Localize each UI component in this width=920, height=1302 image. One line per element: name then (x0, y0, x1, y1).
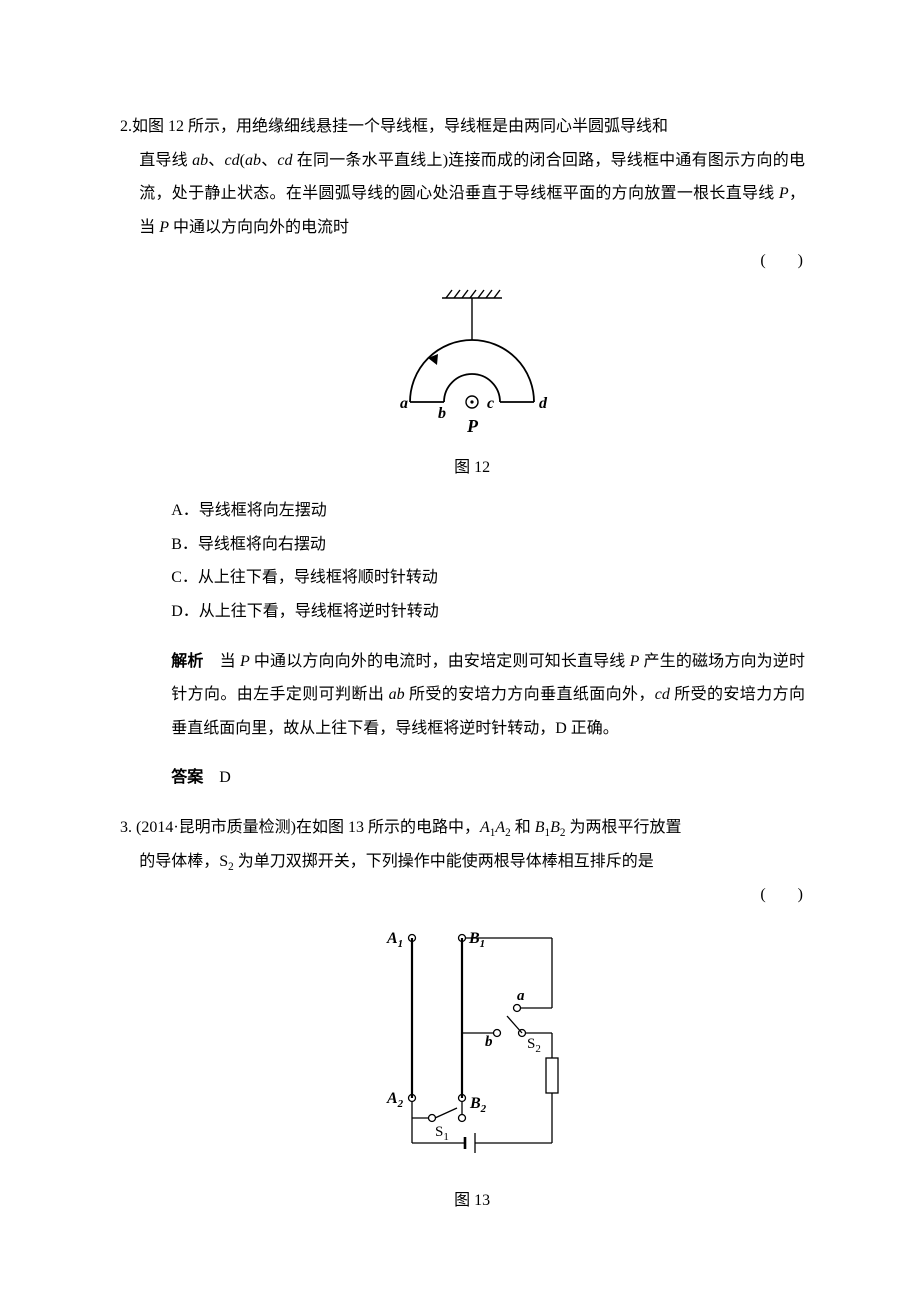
q2-paren: ( ) (139, 244, 805, 278)
label-S2: S2 (527, 1036, 541, 1055)
label-c: c (487, 395, 494, 412)
q3-text-cont: 的导体棒，S2 为单刀双掷开关，下列操作中能使两根导体棒相互排斥的是 (139, 845, 805, 879)
q2-opt-B: B．导线框将向右摆动 (171, 528, 805, 562)
figure-13: A1 B1 A2 B2 a b S2 S1 (139, 918, 805, 1181)
fig12-caption: 图 12 (139, 451, 805, 485)
question-2: 2.如图 12 所示，用绝缘细线悬挂一个导线框，导线框是由两同心半圆弧导线和 直… (120, 110, 805, 795)
q2-answer: 答案 D (171, 761, 805, 795)
label-P: P (466, 416, 479, 434)
q2-body: 直导线 ab、cd(ab、cd 在同一条水平直线上)连接而成的闭合回路，导线框中… (139, 144, 805, 795)
figure-12-svg: a b c d P (372, 284, 572, 434)
q2-text: 如图 12 所示，用绝缘细线悬挂一个导线框，导线框是由两同心半圆弧导线和 (132, 118, 668, 135)
q2-analysis: 解析 当 P 中通以方向向外的电流时，由安培定则可知长直导线 P 产生的磁场方向… (171, 645, 805, 746)
q3-number: 3. (120, 819, 132, 836)
q3-stem: 3. (2014·昆明市质量检测)在如图 13 所示的电路中，A1A2 和 B1… (120, 811, 805, 845)
question-3: 3. (2014·昆明市质量检测)在如图 13 所示的电路中，A1A2 和 B1… (120, 811, 805, 1218)
label-B1: B1 (468, 930, 485, 950)
q2-opt-C: C．从上往下看，导线框将顺时针转动 (171, 561, 805, 595)
q2-text-cont: 直导线 ab、cd(ab、cd 在同一条水平直线上)连接而成的闭合回路，导线框中… (139, 144, 805, 245)
label-a: a (400, 395, 408, 412)
answer-label: 答案 (171, 769, 203, 786)
q2-opt-D: D．从上往下看，导线框将逆时针转动 (171, 595, 805, 629)
analysis-label: 解析 (171, 653, 203, 670)
q2-options: A．导线框将向左摆动 B．导线框将向右摆动 C．从上往下看，导线框将顺时针转动 … (171, 494, 805, 628)
q2-stem: 2.如图 12 所示，用绝缘细线悬挂一个导线框，导线框是由两同心半圆弧导线和 (120, 110, 805, 144)
answer-text: D (203, 769, 231, 786)
label-d: d (539, 395, 548, 412)
figure-13-svg: A1 B1 A2 B2 a b S2 S1 (357, 918, 587, 1168)
figure-12: a b c d P (139, 284, 805, 447)
label-b: b (438, 405, 446, 422)
label-A2: A2 (386, 1090, 404, 1110)
label-A1: A1 (386, 930, 403, 950)
q2-opt-A: A．导线框将向左摆动 (171, 494, 805, 528)
label-S1: S1 (435, 1124, 449, 1143)
label-a: a (517, 988, 525, 1004)
label-B2: B2 (469, 1095, 487, 1115)
label-b: b (485, 1034, 493, 1050)
q3-text: (2014·昆明市质量检测)在如图 13 所示的电路中，A1A2 和 B1B2 … (132, 819, 682, 836)
q3-paren: ( ) (139, 878, 805, 912)
q2-number: 2. (120, 118, 132, 135)
q3-body: 的导体棒，S2 为单刀双掷开关，下列操作中能使两根导体棒相互排斥的是 ( ) (139, 845, 805, 1218)
fig13-caption: 图 13 (139, 1184, 805, 1218)
